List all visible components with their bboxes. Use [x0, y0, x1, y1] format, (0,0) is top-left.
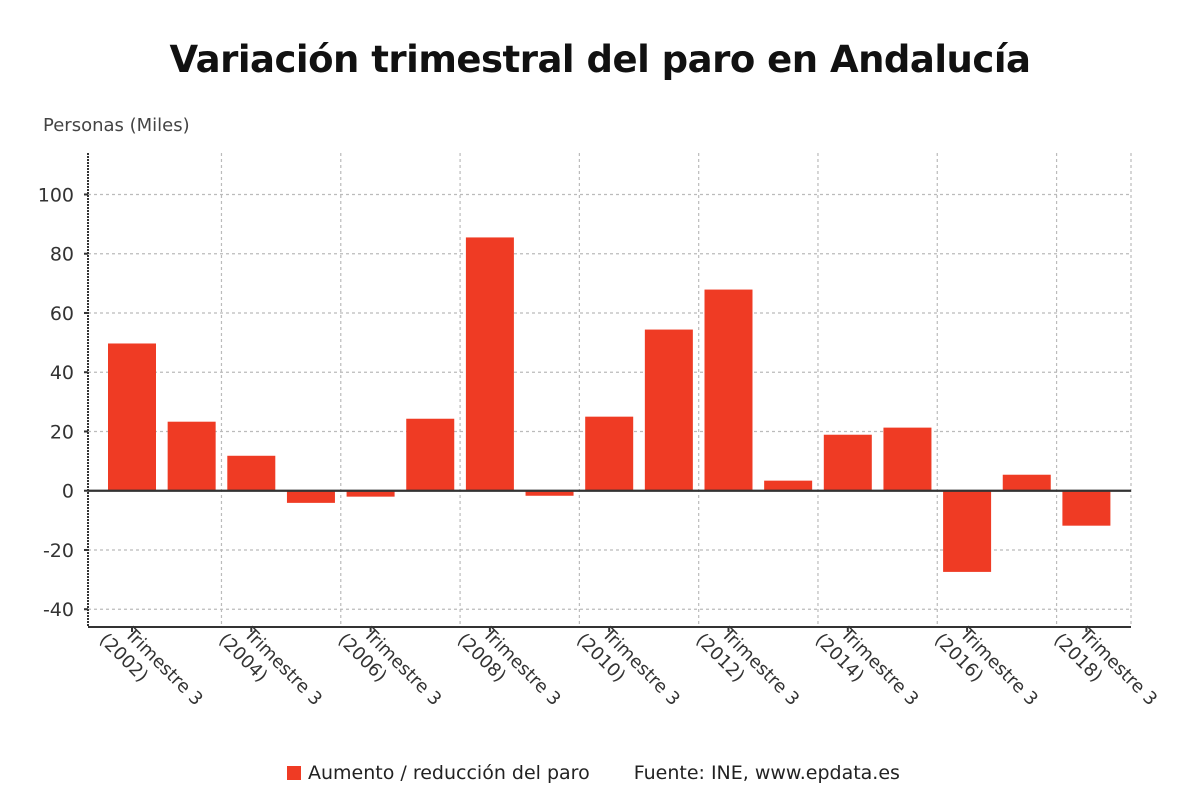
x-tick-label: Trimestre 3(2018) — [1049, 623, 1161, 710]
y-tick-label: -40 — [43, 599, 74, 621]
x-tick-labels: Trimestre 3(2002) Trimestre 3(2004) Trimes… — [95, 623, 1161, 710]
y-tick-label: 100 — [38, 184, 74, 206]
x-tick-label: Trimestre 3(2012) — [692, 623, 804, 710]
x-tick-label: Trimestre 3(2014) — [811, 623, 923, 710]
y-tick-label: 60 — [50, 303, 74, 325]
x-tick-label: Trimestre 3(2008) — [453, 623, 565, 710]
y-axis-label: Personas (Miles) — [43, 115, 190, 136]
bar — [943, 490, 992, 572]
bar — [346, 490, 395, 497]
bars — [108, 237, 1111, 572]
bar — [406, 418, 455, 491]
legend-swatch — [287, 766, 301, 780]
x-tick-label: Trimestre 3(2016) — [930, 623, 1042, 710]
bar — [227, 455, 276, 491]
y-tick-label: 40 — [50, 362, 74, 384]
chart-title: Variación trimestral del paro en Andaluc… — [169, 38, 1031, 81]
y-tick-labels: -40 -20 0 20 40 60 80 100 — [38, 184, 88, 621]
y-tick-label: -20 — [43, 540, 74, 562]
x-tick-label: Trimestre 3(2004) — [214, 623, 326, 710]
y-tick-label: 80 — [50, 244, 74, 266]
x-tick-label: Trimestre 3(2002) — [95, 623, 207, 710]
bar — [525, 490, 574, 496]
bar — [883, 427, 932, 491]
bar — [167, 421, 216, 491]
bar — [585, 416, 634, 491]
bar — [644, 329, 693, 491]
legend-label: Aumento / reducción del paro — [308, 762, 590, 784]
bar — [108, 343, 156, 491]
x-tick-label: Trimestre 3(2006) — [334, 623, 446, 710]
bar — [465, 237, 514, 491]
bar — [823, 434, 872, 491]
bar — [704, 289, 753, 491]
x-tick-label: Trimestre 3(2010) — [572, 623, 684, 710]
bar — [1062, 490, 1111, 526]
y-tick-label: 20 — [50, 421, 74, 443]
bar — [1002, 474, 1051, 491]
bar — [764, 480, 813, 491]
bar — [286, 490, 335, 503]
legend: Aumento / reducción del paro Fuente: INE… — [287, 762, 900, 784]
gridlines — [88, 153, 1132, 627]
y-tick-label: 0 — [62, 481, 74, 503]
source-note: Fuente: INE, www.epdata.es — [633, 762, 900, 784]
